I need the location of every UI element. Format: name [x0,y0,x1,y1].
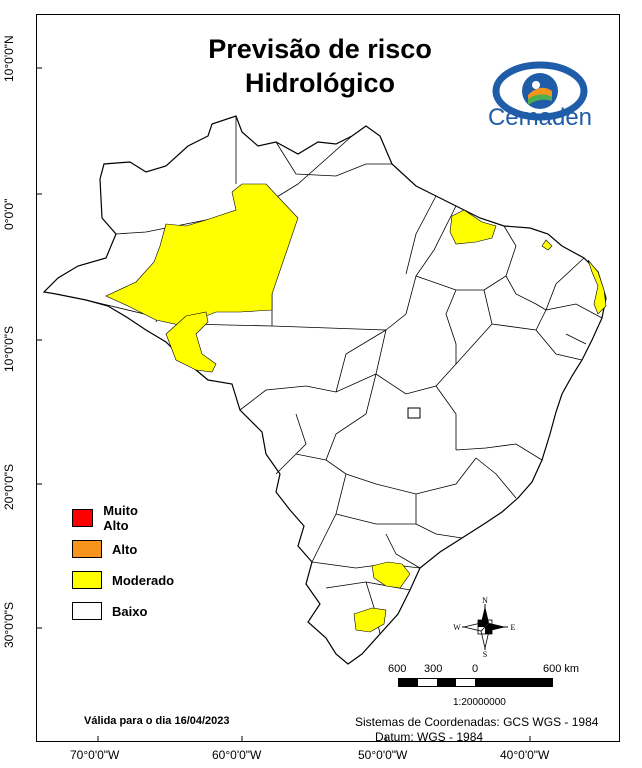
validity-date: Válida para o dia 16/04/2023 [84,715,230,727]
title-line-2: Hidrológico [245,68,395,98]
coord-system: Sistemas de Coordenadas: GCS WGS - 1984 [355,715,599,729]
lon-label-40w: 40°0'0"W [500,748,550,762]
scale-label-600-km: 600 km [543,663,580,675]
map-title: Previsão de risco Hidrológico [160,32,480,100]
scale-bar [398,678,553,687]
compass-rose: N S W E [453,596,516,658]
moderado-region-pb-coast [587,259,607,315]
scale-label-600-left: 600 [388,663,407,675]
legend-swatch [72,509,94,527]
scale-label-0: 0 [472,663,479,675]
lon-label-60w: 60°0'0"W [212,748,262,762]
lon-label-70w: 70°0'0"W [70,748,120,762]
lat-label-0: 0°0'0" [2,198,16,230]
legend-label: Moderado [112,572,175,588]
moderado-region-santa-catarina [371,561,411,589]
legend-item-alto: Alto [72,539,137,559]
lat-label-20s: 20°0'0"S [2,463,16,510]
compass-e: E [511,623,516,632]
legend-item-moderado: Moderado [72,570,174,590]
moderado-region-rn [541,239,553,251]
legend-swatch [72,540,102,558]
moderado-region-amapa [449,209,497,245]
scale-ratio: 1:20000000 [453,697,506,708]
compass-n: N [482,596,488,605]
legend-swatch [72,571,102,589]
coordinate-system-info: Sistemas de Coordenadas: GCS WGS - 1984 … [355,715,598,745]
brazil-map [36,67,607,742]
datum: Datum: WGS - 1984 [375,730,484,744]
cemaden-logo [492,61,588,121]
scale-label-300: 300 [424,663,443,675]
lat-label-30s: 30°0'0"S [2,601,16,648]
compass-s: S [483,650,487,658]
federal-district [407,407,421,419]
legend-label: Baixo [112,603,148,619]
legend-swatch [72,602,102,620]
logo-text: Cemaden [487,104,593,131]
lon-label-50w: 50°0'0"W [358,748,408,762]
legend-item-baixo: Baixo [72,601,147,621]
legend-label: Alto [112,541,138,557]
title-line-1: Previsão de risco [208,34,432,64]
legend-label: Muito Alto [103,503,138,533]
compass-w: W [453,623,461,632]
moderado-region-amazonas [105,183,299,327]
lat-label-10n: 10°0'0"N [2,35,16,82]
moderado-region-acre-south [165,311,217,373]
moderado-region-rio-grande-sul [353,607,387,633]
lat-label-10s: 10°0'0"S [2,325,16,372]
legend-item-muito-alto: Muito Alto [72,503,147,533]
